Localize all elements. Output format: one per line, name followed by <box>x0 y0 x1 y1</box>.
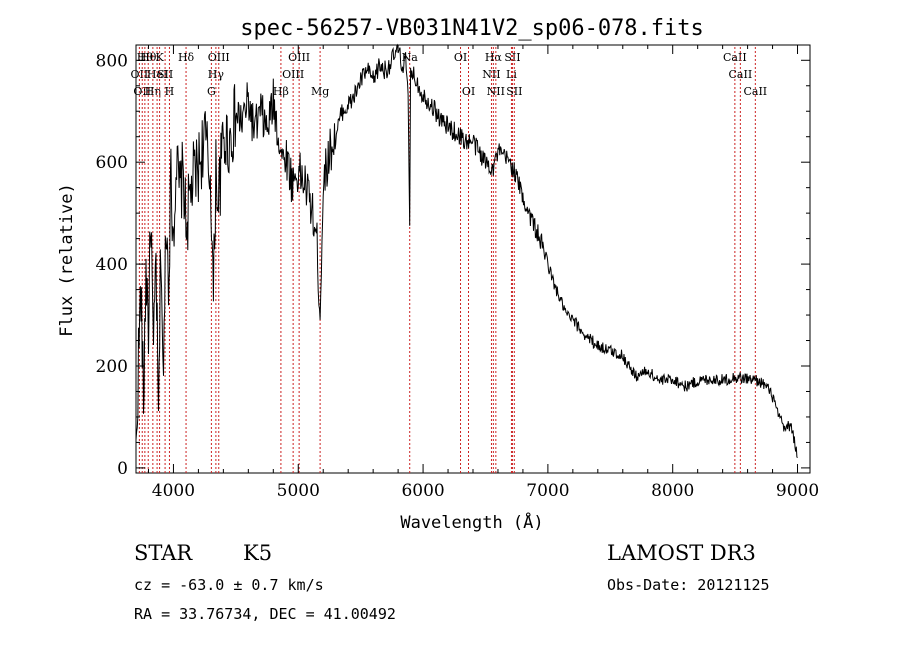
line-marker-label: Hα <box>485 51 503 64</box>
redshift-text: cz = -63.0 ± 0.7 km/s <box>134 576 324 594</box>
y-tick-label: 0 <box>117 459 128 479</box>
y-tick-label: 400 <box>96 255 128 275</box>
coordinates-text: RA = 33.76734, DEC = 41.00492 <box>134 605 396 623</box>
line-marker-label: OIII <box>288 51 310 64</box>
line-marker-label: CaII <box>729 68 753 81</box>
x-tick-label: 5000 <box>277 481 320 501</box>
line-marker-label: Hη <box>145 85 161 98</box>
line-marker-label: K <box>155 51 164 64</box>
survey-name: LAMOST DR3 <box>607 541 756 565</box>
x-tick-label: 4000 <box>152 481 195 501</box>
line-marker-label: SII <box>506 85 522 98</box>
line-marker-label: CaII <box>743 85 767 98</box>
y-tick-label: 200 <box>96 357 128 377</box>
object-class: STAR <box>134 541 193 565</box>
chart-title: spec-56257-VB031N41V2_sp06-078.fits <box>240 16 704 41</box>
x-tick-label: 6000 <box>401 481 444 501</box>
line-marker-label: SII <box>157 68 173 81</box>
line-marker-label: OI <box>462 85 475 98</box>
line-marker-label: OII <box>133 85 151 98</box>
x-tick-label: 8000 <box>651 481 694 501</box>
line-marker-label: SII <box>504 51 520 64</box>
line-marker-label: CaII <box>723 51 747 64</box>
line-markers: OIIOIIHθHθHηHeIKSIIHHδGHγOIIIHβOIIIOIIIM… <box>131 47 767 473</box>
line-marker-label: H <box>165 85 175 98</box>
line-marker-label: NII <box>487 85 505 98</box>
line-marker-label: Hθ <box>140 51 157 64</box>
x-axis-label: Wavelength (Å) <box>400 511 543 533</box>
line-marker-label: Mg <box>311 85 329 98</box>
line-marker-label: OII <box>131 68 149 81</box>
plot-frame <box>135 44 811 474</box>
line-marker-label: Hδ <box>178 51 195 64</box>
line-marker-label: Li <box>506 68 517 81</box>
x-tick-label: 9000 <box>776 481 819 501</box>
y-tick-label: 800 <box>96 51 128 71</box>
spectrum-line <box>135 43 798 459</box>
line-marker-label: OIII <box>208 51 230 64</box>
line-marker-label: Hβ <box>273 85 289 98</box>
x-tick-label: 7000 <box>526 481 569 501</box>
obs-date: Obs-Date: 20121125 <box>607 576 770 594</box>
axis-ticks: 4000 5000 6000 7000 8000 9000 0 200 400 600 800 <box>96 45 819 501</box>
y-tick-label: 600 <box>96 153 128 173</box>
line-marker-label: NII <box>482 68 500 81</box>
line-marker-label: HeI <box>147 68 167 81</box>
line-marker-label: OIII <box>282 68 304 81</box>
y-axis-label: Flux (relative) <box>57 183 77 337</box>
line-marker-label: G <box>207 85 216 98</box>
line-marker-label: Hγ <box>208 68 225 81</box>
object-subclass: K5 <box>243 541 272 565</box>
line-marker-label: OI <box>454 51 467 64</box>
